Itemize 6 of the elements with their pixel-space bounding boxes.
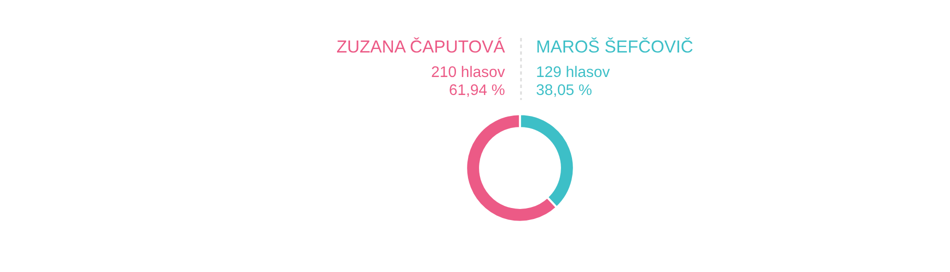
- data-label: 210 hlasov: [432, 66, 505, 78]
- text: 61,94 %: [450, 84, 504, 97]
- slice-label: MAROŠ ŠEFČOVIČ: [537, 37, 693, 53]
- data-label: 129 hlasov: [537, 66, 610, 78]
- text: 38,05 %: [536, 84, 592, 97]
- slice-label: ZUZANA ČAPUTOVÁ: [337, 37, 505, 53]
